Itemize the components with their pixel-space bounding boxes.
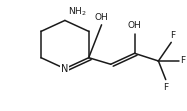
Text: OH: OH — [128, 21, 141, 30]
Text: N: N — [61, 64, 69, 74]
Text: NH$_2$: NH$_2$ — [68, 5, 87, 18]
Text: OH: OH — [95, 13, 108, 22]
Text: F: F — [163, 83, 168, 92]
Text: F: F — [171, 31, 176, 40]
Text: F: F — [180, 56, 186, 65]
